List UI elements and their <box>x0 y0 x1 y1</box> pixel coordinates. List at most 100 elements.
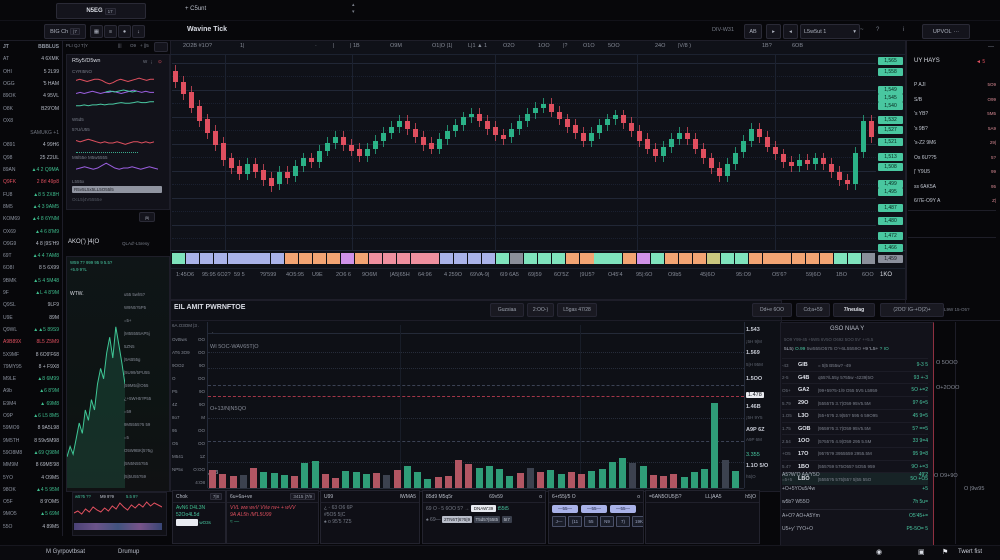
arrow-right-icon[interactable]: ▸ <box>766 24 781 39</box>
watchlist-row[interactable]: OX8 <box>3 117 14 124</box>
panel-chok-input[interactable] <box>176 519 198 526</box>
watchlist-row[interactable]: A9B89X 8L5 Z5M9 <box>3 339 59 346</box>
dot-icon[interactable]: ● <box>118 25 131 38</box>
watchlist-row[interactable]: 55O 4 89M5 <box>3 523 59 530</box>
stat-row[interactable]: S/B O99 <box>914 96 996 103</box>
mini-button[interactable]: 7) <box>616 516 630 527</box>
record-status-icon[interactable]: ◉ <box>876 549 883 556</box>
table-footer-row[interactable]: A5?W'O AA/Y5O 49'2 <box>782 472 928 478</box>
panel-quotes-header[interactable]: 6u+6a+ve 3415 |7/9 <box>227 491 318 503</box>
layout-select[interactable]: L5w5ut 1 ▾ <box>800 24 860 39</box>
order-input[interactable]: 2TN6T|6?5|9 <box>442 516 473 523</box>
table-row[interactable]: =5+5 LBO |5555?5 575|55? 5|55 55O 5O +O5 <box>782 472 928 486</box>
table-row[interactable]: 5.4? 1BO |555?59 575O55? 5O55 959 9O +=3 <box>782 459 928 473</box>
mini-button[interactable]: 19K <box>632 516 643 527</box>
mini-button[interactable]: J— <box>552 516 566 527</box>
stat-row[interactable]: 's 9B? 5A9 <box>914 125 996 132</box>
watchlist-row[interactable]: U9E 89M <box>3 314 59 321</box>
mini-box[interactable]: |5| <box>139 212 155 222</box>
watchlist-row[interactable]: A9b ▲6 8'9M <box>3 388 59 395</box>
watchlist-row[interactable]: 9MO5 ▲5 69M <box>3 511 59 518</box>
scroll-up-icon[interactable]: ▴ <box>352 2 355 8</box>
watchlist-row[interactable]: M9LE ▲8 6M99 <box>3 376 59 383</box>
table-footer-row[interactable]: w5b? W55O 7h 5u= <box>782 499 928 505</box>
lavender-button[interactable]: —55— <box>552 505 578 513</box>
mid-button[interactable]: Guzsiaa <box>490 303 524 317</box>
ab-chip[interactable]: AB <box>744 24 762 39</box>
watchlist-row[interactable]: O891 4 99H6 <box>3 142 59 149</box>
mid-button[interactable]: 2:OO-) <box>527 303 554 317</box>
watchlist-row[interactable]: Q9SL 9LF9 <box>3 302 59 309</box>
panel-stretch-header[interactable]: 6+r55|/5 O o <box>549 491 643 503</box>
record-icon[interactable]: ⊙ <box>158 59 162 64</box>
watchlist-row[interactable]: 5YO 4 O9M5 <box>3 474 59 481</box>
symbol-badge[interactable]: N5EG 17 <box>56 3 146 19</box>
draw-button[interactable]: DNAW'39 <box>470 505 497 512</box>
watchlist-row[interactable]: 79MY95 8 + F9X8 <box>3 363 59 370</box>
watchlist-row[interactable]: E9M4 ▲ 69M8 <box>3 400 59 407</box>
scroll-down-icon[interactable]: ▾ <box>352 9 355 15</box>
table-row[interactable]: 2-5 G4B q55?/L55y 5?55w -4239|5O 93 +-3 <box>782 370 928 384</box>
watchlist-row[interactable]: O5F 8 9'OM5 <box>3 499 59 506</box>
watchlist-row[interactable]: OHI 5 2L99 <box>3 68 59 75</box>
table-row[interactable]: 5.79 29O |555575 3.7|O59 95V5.5M 9? 6=5 <box>782 396 928 409</box>
watchlist-row[interactable]: 89OK 4 95VL <box>3 93 59 100</box>
download-icon[interactable]: ↓ <box>132 25 145 38</box>
grid-status-icon[interactable]: ▣ <box>918 549 925 556</box>
watchlist-row[interactable]: 9M5TH 8 59v5M98 <box>3 437 59 444</box>
help-icon[interactable]: ? <box>876 27 880 33</box>
table-row[interactable]: O5+ GA2 |99+59?5-1/9 O55 5V5 L5959 5O +=2 <box>782 383 928 396</box>
watchlist-row[interactable]: Q9WL ▲▲5 89S9 <box>3 326 59 333</box>
mid-button[interactable]: Dd+e 6OO <box>752 303 792 317</box>
grid-icon[interactable]: ▦ <box>90 25 103 38</box>
sidebar2-strip-box[interactable] <box>154 42 168 52</box>
order-small-button[interactable]: 5I7 <box>501 516 512 523</box>
panel-chok-header[interactable]: Chok 7|8 <box>173 491 225 503</box>
watchlist-row[interactable]: MM9M 8 69M5'98 <box>3 462 59 469</box>
table-row[interactable]: +O5 17O |95?5?9 3955559 2955.5M 95 9=8 <box>782 446 928 460</box>
mini-button[interactable]: 55 <box>584 516 598 527</box>
watchlist-row[interactable]: 6O8I 8 5 6X99 <box>3 265 59 272</box>
mid-button[interactable]: 7/neu/ag <box>833 303 875 317</box>
list-icon[interactable]: ≡ <box>104 25 117 38</box>
watchlist-row[interactable]: FU8 ▲8 5 2X8H <box>3 191 59 198</box>
watchlist-row[interactable]: 69T ▲4 4 7AM8 <box>3 253 59 260</box>
watchlist-row[interactable]: OX69 ▲4 6 8'M9 <box>3 228 59 235</box>
count-button[interactable]: + C5unt <box>185 6 207 12</box>
lavender-button[interactable]: —55— <box>610 505 636 513</box>
watchlist-row[interactable]: Q9FK 2 8rl 49p8 <box>3 179 59 186</box>
panel-order-entry-header[interactable]: 85d9 M5q5r 69v59 o <box>423 491 545 503</box>
status-left-1[interactable]: M Gyrpovtbsat <box>46 549 86 555</box>
panel-u99-header[interactable]: U99 IWMA5 <box>321 491 419 503</box>
watchlist-row[interactable]: 59O8M8 ▲69 Q98M <box>3 449 59 456</box>
table-row[interactable]: 1.O5 L3O |55+5?5 2.9|55? 595 6 59O95 45 9=5 <box>782 408 928 422</box>
stat-row[interactable]: ss 6AK5A 95 <box>914 183 996 190</box>
status-left-2[interactable]: Drumup <box>118 549 140 555</box>
mini-button[interactable]: (11 <box>568 516 582 527</box>
watchlist-row[interactable]: Q98 25 Z2UL <box>3 154 59 161</box>
table-footer-row[interactable]: A+O? AO+A5Ym O5'45+= <box>782 513 928 519</box>
watchlist-row[interactable]: 98OK ▲4 5 95M <box>3 486 59 493</box>
watchlist-row[interactable]: 8M5 ▲4 3 9AM5 <box>3 203 59 210</box>
watchlist-row[interactable]: O9P ▲6 L5 8M5 <box>3 413 59 419</box>
info-icon[interactable]: i <box>903 27 905 33</box>
watchlist-row[interactable]: 89AN ▲4 2 Q9MA <box>3 167 59 173</box>
big-ch-button[interactable]: BIG Ch |7 <box>44 24 86 39</box>
watchlist-row[interactable]: OGG '5 HAM <box>3 80 59 87</box>
table-footer-row[interactable]: U5+y' 7YO+O P5-5O= 5 <box>782 526 928 532</box>
table-footer-row[interactable]: +O+5YOu5/4w +5 <box>782 486 928 492</box>
table-row[interactable]: 2.54 1OO |5?55?5 4.9|O59 295 5.5M 33 9=4 <box>782 434 928 447</box>
watchlist-row[interactable]: O9G9 4 8 |9S'H9 <box>3 240 59 247</box>
watchlist-row[interactable]: SAMUKG +1 <box>30 130 59 137</box>
watchlist-row[interactable]: 9F ▲L 4 8'9M <box>3 290 59 296</box>
collapse-icon[interactable]: — <box>988 44 994 50</box>
stat-row[interactable]: 's-Z2 9M6 29| <box>914 140 996 146</box>
mid-button[interactable]: (2OO' IG-+O(2)+ <box>880 303 944 317</box>
table-row[interactable]: -43 GIB = 5|5 B55w? -49 9-3 5 <box>782 358 928 371</box>
mini-button[interactable]: N9 <box>600 516 614 527</box>
watchlist-row[interactable]: 5X9MF 8 6O9'F68 <box>3 351 59 358</box>
lavender-button[interactable]: —55— <box>581 505 607 513</box>
mid-button[interactable]: Cd;a+59 <box>796 303 830 317</box>
status-right-label[interactable]: Twert fist <box>958 549 983 555</box>
watchlist-row[interactable]: KOM69 ▲4 8 6YNM <box>3 216 59 223</box>
